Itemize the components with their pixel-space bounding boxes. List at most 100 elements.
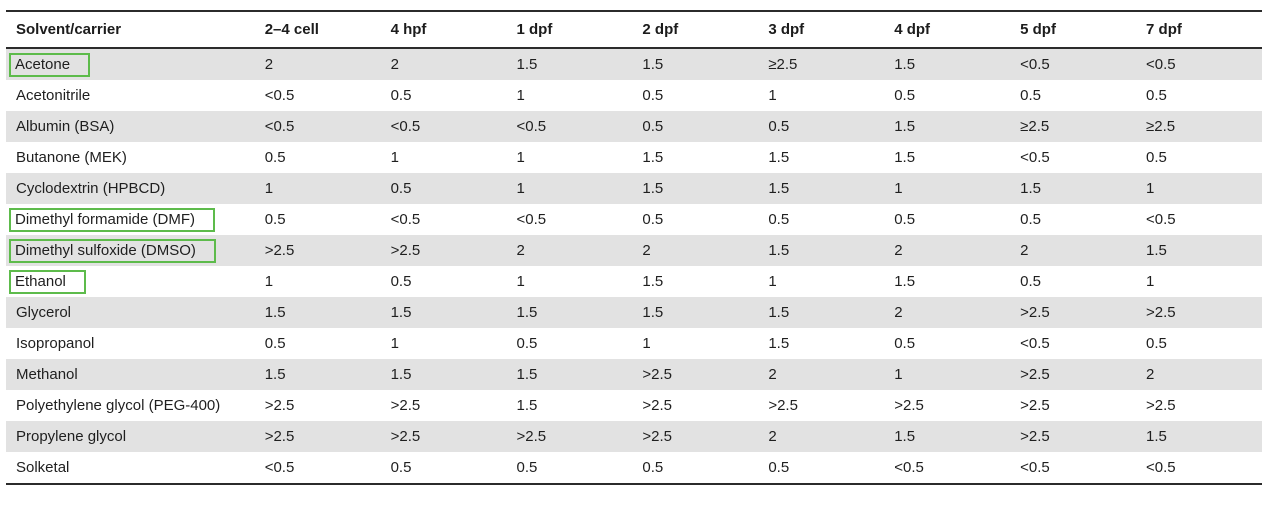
value-cell: >2.5 (1020, 397, 1050, 414)
value-cell: <0.5 (264, 87, 295, 104)
value-cell: ≥2.5 (768, 56, 798, 73)
column-header: 4 hpf (380, 11, 507, 49)
value-cell: <0.5 (516, 118, 547, 135)
table-row: Cyclodextrin (HPBCD) 1 0.5 1 1.5 1.5 1 1.5 1 (6, 173, 1262, 204)
table-row: Solketal <0.5 0.5 0.5 0.5 0.5 <0.5 <0.5 <0.5 (6, 452, 1262, 484)
value-cell: >2.5 (516, 428, 547, 445)
value-cell: 1.5 (642, 149, 664, 166)
highlight-box: Dimethyl sulfoxide (DMSO) (9, 238, 216, 263)
value-cell: >2.5 (1146, 397, 1176, 414)
value-cell: 1.5 (894, 273, 916, 290)
solvent-name-cell: Cyclodextrin (HPBCD) (16, 180, 166, 197)
value-cell: 1.5 (894, 149, 916, 166)
value-cell: 0.5 (264, 149, 286, 166)
value-cell: 0.5 (1020, 87, 1041, 104)
solvent-name-cell: Acetonitrile (16, 87, 91, 104)
value-cell: 0.5 (642, 459, 664, 476)
value-cell: >2.5 (1020, 366, 1050, 383)
value-cell: <0.5 (264, 118, 295, 135)
value-cell: 1.5 (642, 273, 664, 290)
value-cell: 1.5 (264, 366, 286, 383)
value-cell: 1 (264, 180, 274, 197)
solvent-name-cell: Propylene glycol (16, 428, 127, 445)
value-cell: >2.5 (390, 242, 421, 259)
value-cell: <0.5 (264, 459, 295, 476)
value-cell: 0.5 (768, 211, 790, 228)
solvent-name-cell: Methanol (16, 366, 78, 383)
column-header: 2–4 cell (254, 11, 381, 49)
value-cell: 1.5 (1146, 242, 1167, 259)
value-cell: 0.5 (390, 180, 412, 197)
value-cell: 0.5 (1020, 211, 1041, 228)
solvent-toxicity-table: Solvent/carrier 2–4 cell 4 hpf 1 dpf 2 dpf 3 … (6, 10, 1262, 485)
solvent-name-cell: Acetone (6, 48, 255, 80)
value-cell: 1.5 (1020, 180, 1041, 197)
column-header: 2 dpf (632, 11, 759, 49)
value-cell: 0.5 (894, 211, 916, 228)
value-cell: 2 (768, 366, 777, 383)
value-cell: 1 (1146, 180, 1155, 197)
value-cell: 1 (390, 335, 399, 352)
value-cell: 1.5 (894, 118, 916, 135)
value-cell: 2 (1020, 242, 1029, 259)
table-row: Polyethylene glycol (PEG-400) >2.5 >2.5 1.5… (6, 390, 1262, 421)
value-cell: 1 (894, 180, 903, 197)
solvent-name-cell: Dimethyl sulfoxide (DMSO) (6, 235, 255, 266)
table-row: Butanone (MEK) 0.5 1 1 1.5 1.5 1.5 <0.5 0.5 (6, 142, 1262, 173)
value-cell: 1 (516, 149, 525, 166)
highlight-box: Dimethyl formamide (DMF) (9, 207, 216, 232)
value-cell: 1 (264, 273, 274, 290)
value-cell: 1 (390, 149, 399, 166)
value-cell: 2 (894, 304, 903, 321)
value-cell: 2 (894, 242, 903, 259)
value-cell: <0.5 (1146, 211, 1176, 228)
solvent-name-cell: Ethanol (6, 266, 255, 297)
value-cell: >2.5 (768, 397, 798, 414)
value-cell: ≥2.5 (1020, 118, 1050, 135)
value-cell: 1.5 (642, 304, 664, 321)
value-cell: 1.5 (1146, 428, 1167, 445)
value-cell: 2 (516, 242, 525, 259)
value-cell: >2.5 (390, 428, 421, 445)
value-cell: 1.5 (390, 366, 412, 383)
value-cell: 1.5 (894, 56, 916, 73)
value-cell: 1.5 (768, 180, 790, 197)
table-row: Acetone 2 2 1.5 1.5 ≥2.5 1.5 <0.5 <0.5 (6, 48, 1262, 80)
solvent-name-cell: Isopropanol (16, 335, 95, 352)
table-row: Glycerol 1.5 1.5 1.5 1.5 1.5 2 >2.5 >2.5 (6, 297, 1262, 328)
value-cell: >2.5 (894, 397, 924, 414)
value-cell: 0.5 (642, 211, 664, 228)
value-cell: 1.5 (642, 56, 664, 73)
table-body: Acetone 2 2 1.5 1.5 ≥2.5 1.5 <0.5 <0.5 Acetonitri… (6, 48, 1262, 484)
value-cell: 2 (264, 56, 274, 73)
value-cell: 0.5 (390, 459, 412, 476)
value-cell: 0.5 (390, 87, 412, 104)
value-cell: 0.5 (894, 335, 916, 352)
table-row: Acetonitrile <0.5 0.5 1 0.5 1 0.5 0.5 0.5 (6, 80, 1262, 111)
value-cell: 1.5 (642, 180, 664, 197)
value-cell: 0.5 (1146, 149, 1167, 166)
value-cell: 1.5 (390, 304, 412, 321)
value-cell: 2 (642, 242, 651, 259)
value-cell: 0.5 (1146, 87, 1167, 104)
value-cell: 1.5 (768, 304, 790, 321)
value-cell: 1.5 (264, 304, 286, 321)
value-cell: >2.5 (642, 428, 673, 445)
table-row: Dimethyl sulfoxide (DMSO) >2.5 >2.5 2 2 1.5 2 2… (6, 235, 1262, 266)
value-cell: >2.5 (264, 428, 295, 445)
value-cell: 0.5 (264, 211, 286, 228)
value-cell: 0.5 (390, 273, 412, 290)
value-cell: <0.5 (1020, 335, 1050, 352)
value-cell: ≥2.5 (1146, 118, 1176, 135)
value-cell: <0.5 (1020, 459, 1050, 476)
value-cell: >2.5 (1020, 428, 1050, 445)
value-cell: <0.5 (1146, 459, 1176, 476)
value-cell: 1 (516, 87, 525, 104)
value-cell: 1.5 (516, 304, 538, 321)
column-header: 7 dpf (1136, 11, 1262, 49)
value-cell: 1 (642, 335, 651, 352)
value-cell: 1.5 (516, 56, 538, 73)
value-cell: 1 (1146, 273, 1155, 290)
header-row: Solvent/carrier 2–4 cell 4 hpf 1 dpf 2 dpf 3 … (6, 11, 1262, 49)
